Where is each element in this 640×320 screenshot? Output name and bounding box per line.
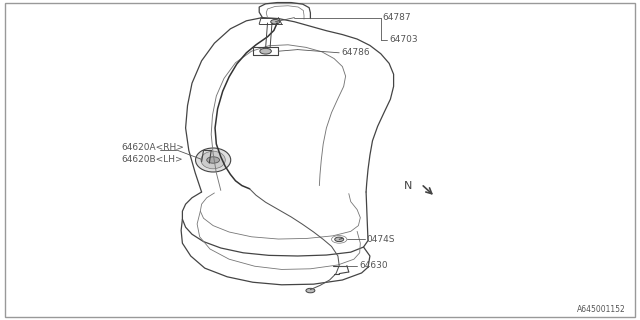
Ellipse shape bbox=[201, 151, 225, 169]
Text: A645001152: A645001152 bbox=[577, 305, 626, 314]
Ellipse shape bbox=[196, 148, 231, 172]
Text: 64786: 64786 bbox=[341, 48, 370, 57]
Text: 0474S: 0474S bbox=[367, 235, 396, 244]
Text: 64703: 64703 bbox=[389, 36, 418, 44]
Circle shape bbox=[306, 288, 315, 293]
Text: 64630: 64630 bbox=[359, 261, 388, 270]
Text: 64620B<LH>: 64620B<LH> bbox=[122, 155, 183, 164]
Circle shape bbox=[207, 157, 220, 163]
Circle shape bbox=[271, 20, 280, 24]
Circle shape bbox=[260, 48, 271, 54]
Circle shape bbox=[335, 237, 344, 242]
Text: N: N bbox=[403, 180, 412, 191]
Text: 64620A<RH>: 64620A<RH> bbox=[122, 143, 184, 152]
Text: 64787: 64787 bbox=[383, 13, 412, 22]
